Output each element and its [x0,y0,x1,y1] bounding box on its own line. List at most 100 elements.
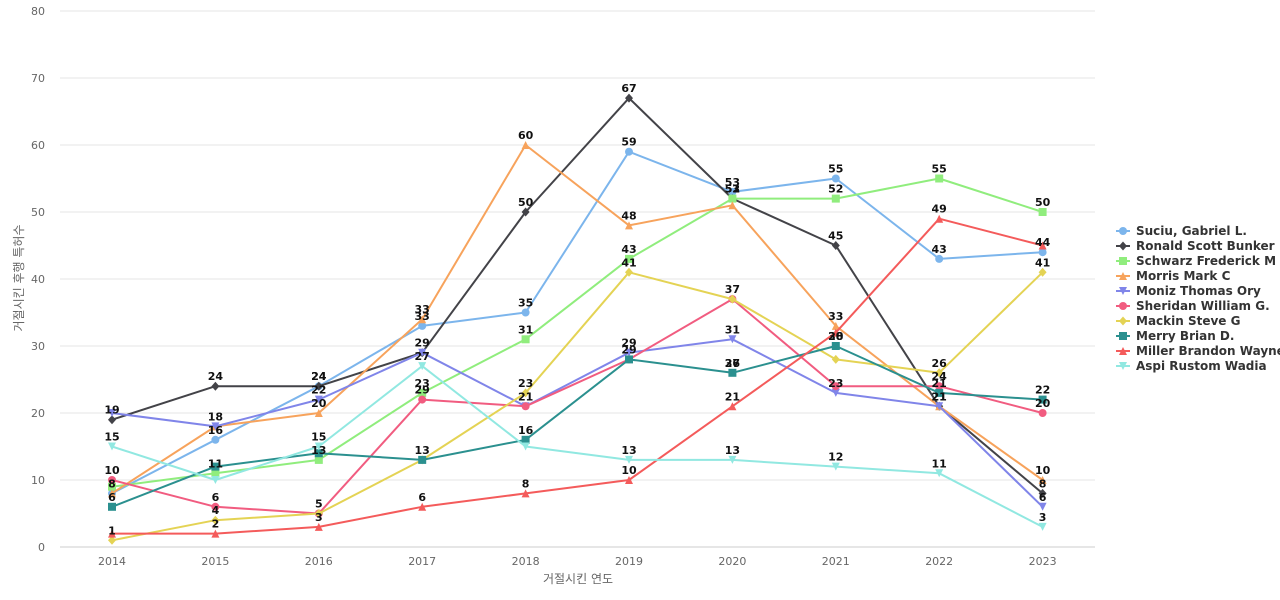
data-point [935,214,944,223]
series-1 [108,147,1047,498]
data-label: 20 [311,397,327,410]
y-tick-label: 10 [31,474,45,487]
series-line [111,338,1044,508]
data-point [211,435,220,444]
data-label: 8 [522,477,530,490]
y-tick-label: 30 [31,340,45,353]
data-point [1038,241,1047,250]
data-point [625,476,633,484]
data-label: 21 [932,390,947,403]
data-point [1038,267,1047,277]
legend: Suciu, Gabriel L.Ronald Scott BunkerSchw… [1116,224,1280,373]
data-label: 50 [518,196,534,209]
x-tick-label: 2015 [201,555,229,568]
data-point [935,382,944,391]
series-line [111,345,1043,508]
data-label: 29 [621,337,636,350]
data-label: 31 [725,323,740,336]
series-2 [108,93,1047,498]
data-point [108,502,116,511]
data-point [831,174,840,183]
data-label: 13 [725,444,740,457]
legend-marker [1119,227,1127,235]
data-point [521,435,530,444]
data-label: 41 [621,256,636,269]
data-label: 44 [1035,236,1051,249]
legend-item[interactable]: Schwarz Frederick M [1116,254,1276,268]
data-label: 16 [208,424,224,437]
data-point [1038,248,1047,257]
legend-label: Sheridan William G. [1136,299,1270,313]
series-line [111,271,1044,542]
data-label: 12 [828,451,843,464]
data-point [625,455,633,464]
data-point [108,409,116,417]
data-point [108,535,116,545]
data-point [728,194,737,203]
data-label: 28 [828,330,843,343]
data-label: 6 [418,491,426,504]
data-point [211,502,220,511]
data-label: 29 [415,384,430,397]
data-label: 19 [104,404,119,417]
legend-label: Moniz Thomas Ory [1136,284,1261,298]
data-point [831,382,840,391]
data-label: 41 [1035,256,1050,269]
legend-item[interactable]: Suciu, Gabriel L. [1116,224,1247,238]
data-label: 13 [621,444,636,457]
data-point [418,348,427,357]
legend-item[interactable]: Merry Brian D. [1116,329,1234,343]
legend-item[interactable]: Morris Mark C [1116,269,1231,283]
legend-label: Morris Mark C [1136,269,1231,283]
data-label: 21 [932,390,947,403]
data-point [108,489,116,498]
data-label: 15 [311,431,326,444]
data-point [521,308,530,317]
data-label: 37 [725,283,740,296]
legend-item[interactable]: Sheridan William G. [1116,299,1270,313]
legend-item[interactable]: Mackin Steve G [1116,314,1240,328]
legend-item[interactable]: Ronald Scott Bunker [1116,239,1275,253]
data-point [935,368,944,378]
legend-label: Miller Brandon Wayne [1136,344,1280,358]
data-point [1038,208,1047,216]
data-label: 22 [1035,384,1050,397]
data-label: 5 [315,498,323,511]
data-label: 24 [311,370,327,383]
legend-marker [1119,362,1127,370]
series-3 [108,174,1047,491]
data-label: 26 [932,357,948,370]
data-label: 20 [1035,397,1051,410]
series-line [111,177,1043,488]
legend-item[interactable]: Aspi Rustom Wadia [1116,359,1267,373]
data-label: 15 [104,431,119,444]
y-axis-title: 거절시킨 후행 특허수 [11,225,26,332]
data-point [108,415,116,425]
data-label: 23 [518,377,533,390]
legend-label: Mackin Steve G [1136,314,1240,328]
data-label: 37 [725,357,740,370]
legend-marker [1119,302,1127,310]
data-label: 21 [518,390,533,403]
data-labels: 8162433355953554344192450674521811132331… [104,82,1050,537]
series-9 [108,214,1047,538]
grid-lines [60,10,1095,548]
data-label: 26 [725,357,741,370]
data-point [625,93,633,103]
x-tick-label: 2016 [305,555,333,568]
y-axis: 0 10 20 30 40 50 60 70 80 [31,5,45,554]
legend-item[interactable]: Miller Brandon Wayne [1116,344,1280,358]
data-point [211,381,220,391]
data-label: 22 [311,384,326,397]
legend-marker [1119,272,1127,280]
data-point [625,355,633,364]
legend-label: Suciu, Gabriel L. [1136,224,1247,238]
data-label: 51 [725,183,740,196]
data-point [935,388,944,397]
data-label: 10 [104,464,120,477]
data-point [521,207,530,217]
data-label: 24 [932,370,948,383]
series-line [111,150,1043,495]
legend-item[interactable]: Moniz Thomas Ory [1116,284,1261,298]
